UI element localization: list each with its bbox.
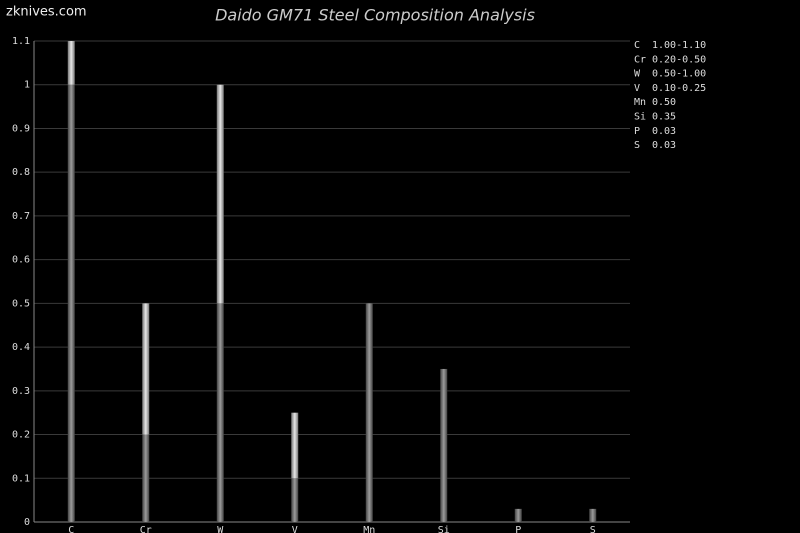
y-tick-label: 1 (24, 80, 30, 91)
bar (365, 303, 373, 522)
legend-value: 0.35 (652, 112, 676, 123)
legend-element: Cr (634, 54, 646, 65)
bar (589, 508, 597, 522)
legend-entry: Cr 0.20-0.50 (634, 54, 706, 65)
bar-range (291, 412, 299, 479)
y-tick-label: 0.7 (12, 211, 30, 222)
bar-min (291, 478, 299, 522)
legend-entry: V 0.10-0.25 (634, 83, 706, 94)
x-tick-label: V (292, 525, 298, 533)
bar-range (216, 84, 224, 304)
legend-element: S (634, 140, 640, 151)
y-tick-label: 0.8 (12, 167, 30, 178)
legend-value: 0.50 (652, 97, 676, 108)
x-tick-label: Mn (363, 525, 375, 533)
legend-element: Si (634, 112, 646, 123)
legend-element: V (634, 83, 640, 94)
legend-entry: Si 0.35 (634, 112, 676, 123)
bar-range (142, 303, 150, 435)
chart-title: Daido GM71 Steel Composition Analysis (215, 6, 535, 25)
y-tick-label: 0.5 (12, 298, 30, 309)
legend-element: C (634, 40, 640, 51)
y-tick-label: 0.4 (12, 342, 30, 353)
x-tick-label: P (515, 525, 521, 533)
y-tick-label: 0 (24, 517, 30, 528)
y-tick-label: 0.6 (12, 255, 30, 266)
bar-range (67, 41, 75, 85)
legend-entry: W 0.50-1.00 (634, 69, 706, 80)
legend-value: 0.20-0.50 (652, 54, 706, 65)
watermark: zknives.com (6, 5, 87, 20)
legend-value: 0.03 (652, 140, 676, 151)
y-tick-label: 1.1 (12, 36, 30, 47)
legend-entry: P 0.03 (634, 126, 676, 137)
bar (440, 368, 448, 522)
legend-value: 0.10-0.25 (652, 83, 706, 94)
bar-min (142, 434, 150, 522)
y-tick-label: 0.9 (12, 123, 30, 134)
y-tick-label: 0.2 (12, 430, 30, 441)
x-tick-label: C (68, 525, 74, 533)
x-tick-label: W (217, 525, 224, 533)
y-tick-label: 0.1 (12, 473, 30, 484)
bar-min (216, 303, 224, 522)
legend-element: W (634, 69, 641, 80)
y-tick-label: 0.3 (12, 386, 30, 397)
legend-value: 0.50-1.00 (652, 69, 706, 80)
legend-value: 0.03 (652, 126, 676, 137)
bar (514, 508, 522, 522)
legend-entry: Mn 0.50 (634, 97, 676, 108)
legend-entry: S 0.03 (634, 140, 676, 151)
x-tick-label: Si (438, 525, 450, 533)
legend-value: 1.00-1.10 (652, 40, 706, 51)
legend-entry: C 1.00-1.10 (634, 40, 706, 51)
legend-element: P (634, 126, 640, 137)
x-tick-label: S (590, 525, 596, 533)
x-tick-label: Cr (140, 525, 152, 533)
bar-min (67, 84, 75, 523)
legend-element: Mn (634, 97, 646, 108)
